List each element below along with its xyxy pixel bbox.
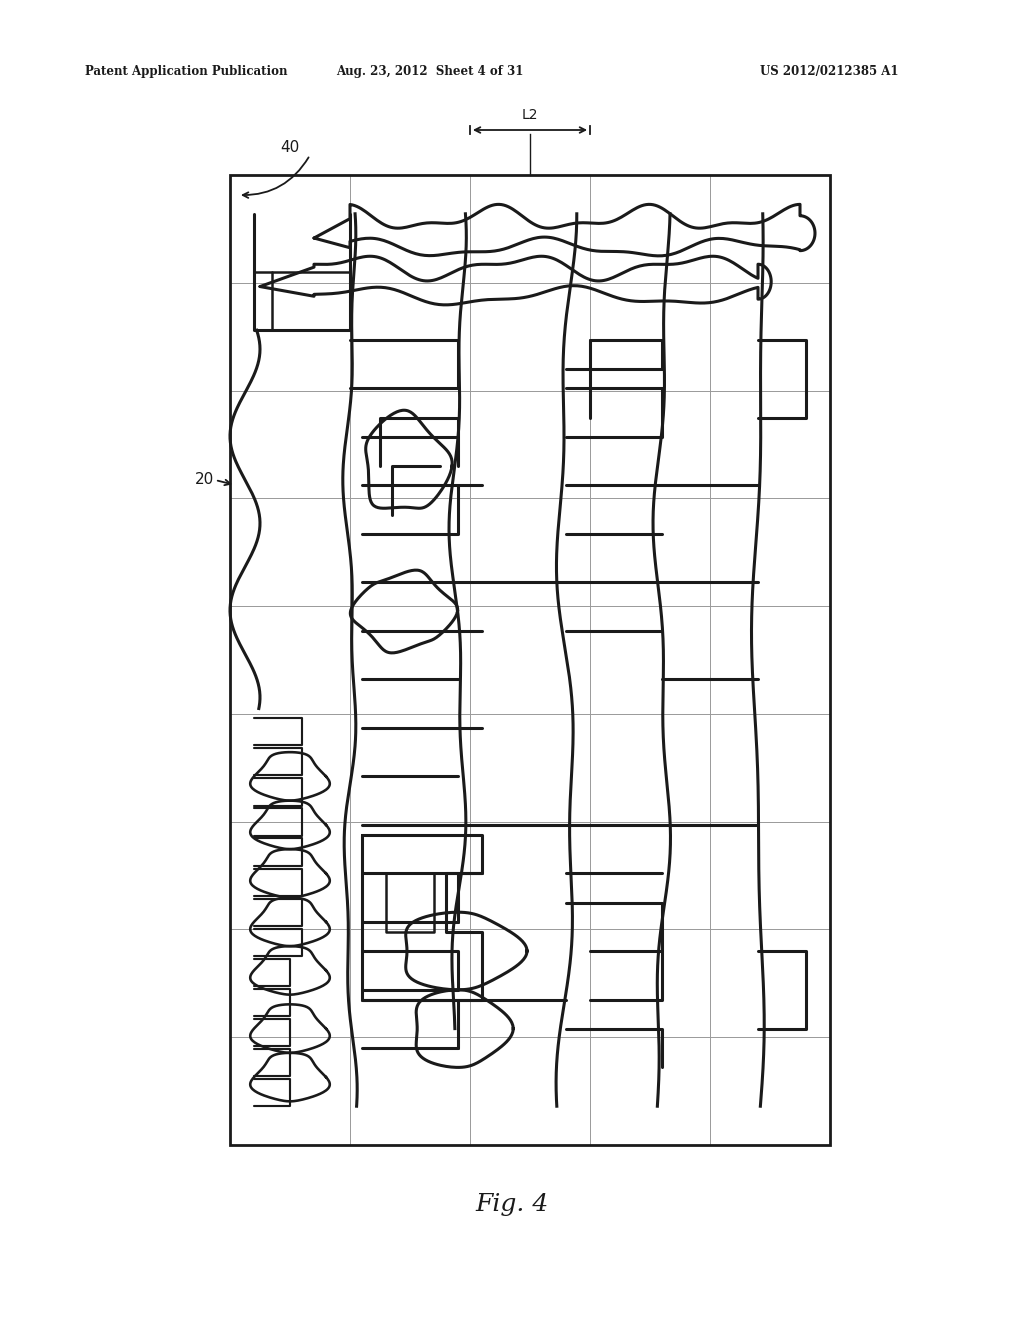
Bar	[230, 176, 830, 1144]
Text: 20: 20	[195, 473, 214, 487]
Text: Patent Application Publication: Patent Application Publication	[85, 66, 288, 78]
Text: Aug. 23, 2012  Sheet 4 of 31: Aug. 23, 2012 Sheet 4 of 31	[336, 66, 523, 78]
Text: Fig. 4: Fig. 4	[475, 1193, 549, 1217]
Text: US 2012/0212385 A1: US 2012/0212385 A1	[760, 66, 898, 78]
Text: L2: L2	[522, 108, 539, 121]
Text: 40: 40	[280, 140, 299, 156]
